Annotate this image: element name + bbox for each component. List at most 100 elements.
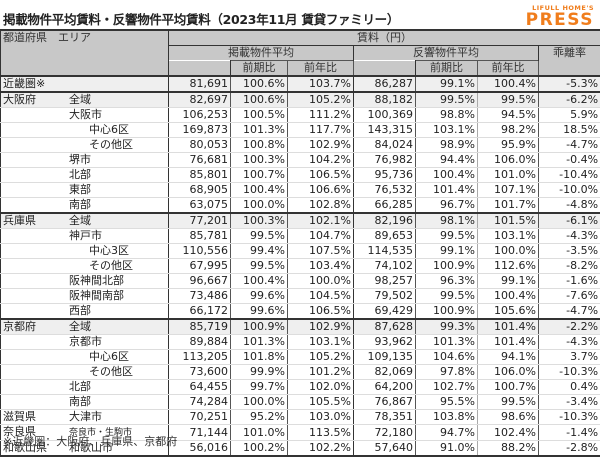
divergence-rate: -2.2% [539, 319, 600, 335]
response-qoq: 98.1% [416, 213, 478, 229]
area-label: 北部 [3, 380, 91, 394]
response-yoy: 101.7% [478, 198, 539, 214]
prefecture-label: 滋賀県 [3, 410, 59, 424]
response-qoq: 103.8% [416, 410, 478, 425]
header-blank [169, 61, 231, 77]
listed-rent: 71,144 [169, 425, 231, 441]
header-response-qoq: 前期比 [416, 61, 478, 77]
response-rent: 76,532 [354, 183, 416, 198]
response-rent: 76,867 [354, 395, 416, 410]
response-qoq: 104.6% [416, 350, 478, 365]
area-label [59, 77, 69, 90]
area-label: その他区 [3, 138, 133, 152]
response-yoy: 98.2% [478, 123, 539, 138]
listed-rent: 73,486 [169, 289, 231, 304]
area-cell: 中心6区 [1, 123, 169, 138]
area-label: 中心6区 [3, 123, 129, 137]
listed-rent: 66,172 [169, 304, 231, 320]
listed-qoq: 101.0% [231, 425, 288, 441]
response-qoq: 96.7% [416, 198, 478, 214]
area-cell: 大阪府全域 [1, 92, 169, 108]
response-yoy: 101.4% [478, 335, 539, 350]
listed-rent: 74,284 [169, 395, 231, 410]
listed-rent: 67,995 [169, 259, 231, 274]
response-qoq: 95.5% [416, 395, 478, 410]
listed-yoy: 102.8% [288, 198, 354, 214]
listed-rent: 63,075 [169, 198, 231, 214]
response-yoy: 106.0% [478, 365, 539, 380]
listed-yoy: 104.5% [288, 289, 354, 304]
response-rent: 74,102 [354, 259, 416, 274]
area-label: 神戸市 [3, 229, 102, 243]
prefecture-label: 大阪府 [3, 93, 59, 107]
response-yoy: 103.1% [478, 229, 539, 244]
response-rent: 82,069 [354, 365, 416, 380]
listed-qoq: 99.6% [231, 289, 288, 304]
listed-qoq: 100.5% [231, 108, 288, 123]
listed-qoq: 100.9% [231, 319, 288, 335]
listed-qoq: 99.4% [231, 244, 288, 259]
response-qoq: 91.0% [416, 441, 478, 457]
response-rent: 69,429 [354, 304, 416, 320]
response-qoq: 98.9% [416, 138, 478, 153]
listed-yoy: 102.0% [288, 380, 354, 395]
listed-qoq: 100.7% [231, 168, 288, 183]
header-response-yoy: 前年比 [478, 61, 539, 77]
listed-qoq: 101.3% [231, 123, 288, 138]
area-cell: その他区 [1, 259, 169, 274]
listed-yoy: 103.7% [288, 76, 354, 92]
response-yoy: 105.6% [478, 304, 539, 320]
response-qoq: 101.3% [416, 335, 478, 350]
response-rent: 57,640 [354, 441, 416, 457]
response-qoq: 96.3% [416, 274, 478, 289]
response-yoy: 99.5% [478, 395, 539, 410]
area-cell: 中心3区 [1, 244, 169, 259]
area-cell: 中心6区 [1, 350, 169, 365]
divergence-rate: -4.3% [539, 229, 600, 244]
listed-yoy: 104.2% [288, 153, 354, 168]
divergence-rate: -0.4% [539, 153, 600, 168]
listed-yoy: 105.2% [288, 92, 354, 108]
divergence-rate: -10.3% [539, 365, 600, 380]
prefecture-label: 兵庫県 [3, 214, 59, 228]
response-yoy: 100.0% [478, 244, 539, 259]
area-cell: 京都府全域 [1, 319, 169, 335]
listed-rent: 169,873 [169, 123, 231, 138]
divergence-rate: -10.4% [539, 168, 600, 183]
listed-qoq: 95.2% [231, 410, 288, 425]
header-response-average: 反響物件平均 [354, 46, 539, 61]
response-yoy: 88.2% [478, 441, 539, 457]
area-cell: 北部 [1, 380, 169, 395]
divergence-rate: -6.1% [539, 213, 600, 229]
divergence-rate: -3.4% [539, 395, 600, 410]
area-label: 全域 [59, 320, 91, 333]
response-rent: 84,024 [354, 138, 416, 153]
response-yoy: 101.5% [478, 213, 539, 229]
response-qoq: 102.7% [416, 380, 478, 395]
header-area: 都道府県 エリア [1, 30, 169, 76]
listed-rent: 85,719 [169, 319, 231, 335]
divergence-rate: -6.2% [539, 92, 600, 108]
listed-yoy: 102.2% [288, 441, 354, 457]
area-cell: 神戸市 [1, 229, 169, 244]
area-label: 東部 [3, 183, 91, 197]
prefecture-label: 近畿圏※ [3, 77, 59, 91]
divergence-rate: -5.3% [539, 76, 600, 92]
area-cell: 堺市 [1, 153, 169, 168]
divergence-rate: -4.3% [539, 335, 600, 350]
area-cell: 東部 [1, 183, 169, 198]
listed-rent: 73,600 [169, 365, 231, 380]
divergence-rate: -8.2% [539, 259, 600, 274]
